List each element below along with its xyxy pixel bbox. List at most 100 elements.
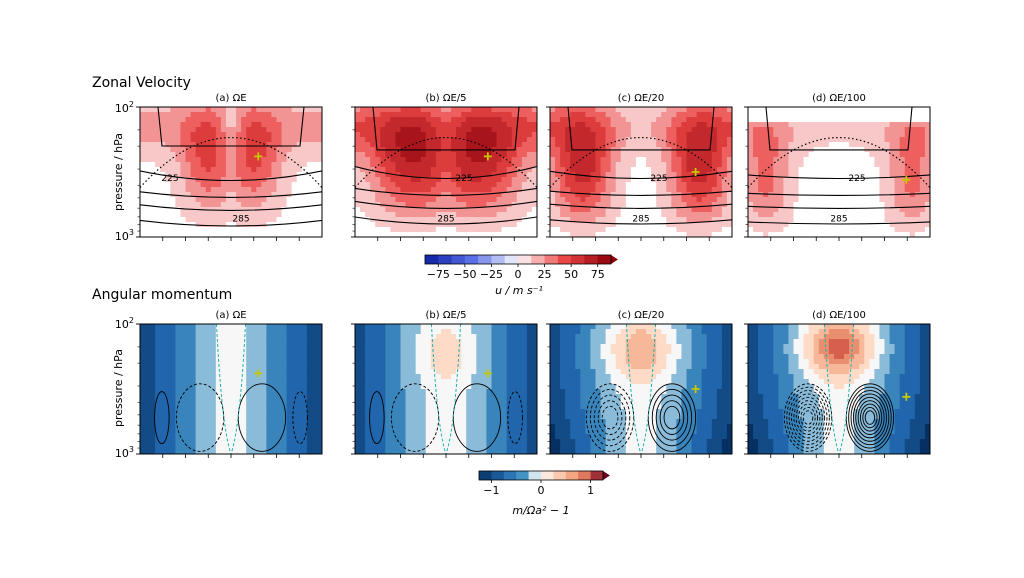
cell [286,117,293,123]
cell [471,117,477,123]
cell [296,389,303,395]
cell [813,122,820,128]
cell [215,212,222,218]
cell [231,202,237,208]
cell [641,177,647,183]
cell [651,232,657,237]
cell [296,369,303,375]
cell [375,379,381,385]
cell [839,152,845,158]
cell [793,207,800,213]
cell [506,112,513,118]
cell [160,444,166,450]
cell [210,222,217,228]
cell [671,107,677,113]
cell [296,217,303,223]
cell [590,212,597,218]
cell [844,197,850,203]
cell [420,137,427,143]
cell [375,364,381,370]
cell [595,127,602,133]
cell [165,232,171,237]
cell [400,197,407,203]
cell [246,324,252,330]
cell [555,212,561,218]
cell [301,329,308,335]
cell [854,152,860,158]
cell [620,197,627,203]
cell [200,404,207,410]
cell [914,187,921,193]
cell [225,157,232,163]
cell [778,152,784,158]
cell [486,227,493,233]
cell [823,222,830,228]
cell [150,192,156,198]
cell [595,167,602,173]
cell [793,122,800,128]
cell [180,344,187,350]
cell [706,162,713,168]
cell [205,227,212,233]
cell [261,157,267,163]
cell [521,137,528,143]
cell [511,182,518,188]
cell [646,127,652,133]
cell [869,162,875,168]
cell [200,172,207,178]
cell [395,167,402,173]
cell [296,147,303,153]
cell [575,122,581,128]
cell [661,167,667,173]
cell [251,384,257,390]
cell [170,122,176,128]
cell [671,157,677,163]
cell [753,117,759,123]
cell [405,132,412,138]
cell [400,172,407,178]
cell [864,132,870,138]
cell [516,162,523,168]
cell [150,142,156,148]
cell [370,157,376,163]
cell [311,107,318,113]
cell [486,232,493,237]
cell [390,192,397,198]
cell [405,117,412,123]
cell [170,182,176,188]
cell [884,212,891,218]
cell [185,197,192,203]
cell [823,182,830,188]
cell [590,142,597,148]
cell [390,122,397,128]
cell [355,117,361,123]
cell [271,369,278,375]
cell [849,107,855,113]
cell [879,187,886,193]
cell [481,107,488,113]
cell [395,187,402,193]
cell [446,167,452,173]
cell [823,132,830,138]
cell [200,414,207,420]
cell [671,217,677,223]
cell [763,197,769,203]
cell [758,217,764,223]
cell [165,374,171,380]
cell [823,162,830,168]
cell [471,137,477,143]
cell [165,434,171,440]
cell [681,222,688,228]
cell [919,147,926,153]
cell [646,122,652,128]
cell [360,434,366,440]
cell [395,197,402,203]
cell [276,409,283,415]
cell [476,122,482,128]
cell [316,379,322,385]
cell [894,112,901,118]
cell [605,132,612,138]
cell [560,217,566,223]
cell [435,202,442,208]
cell [276,349,283,355]
